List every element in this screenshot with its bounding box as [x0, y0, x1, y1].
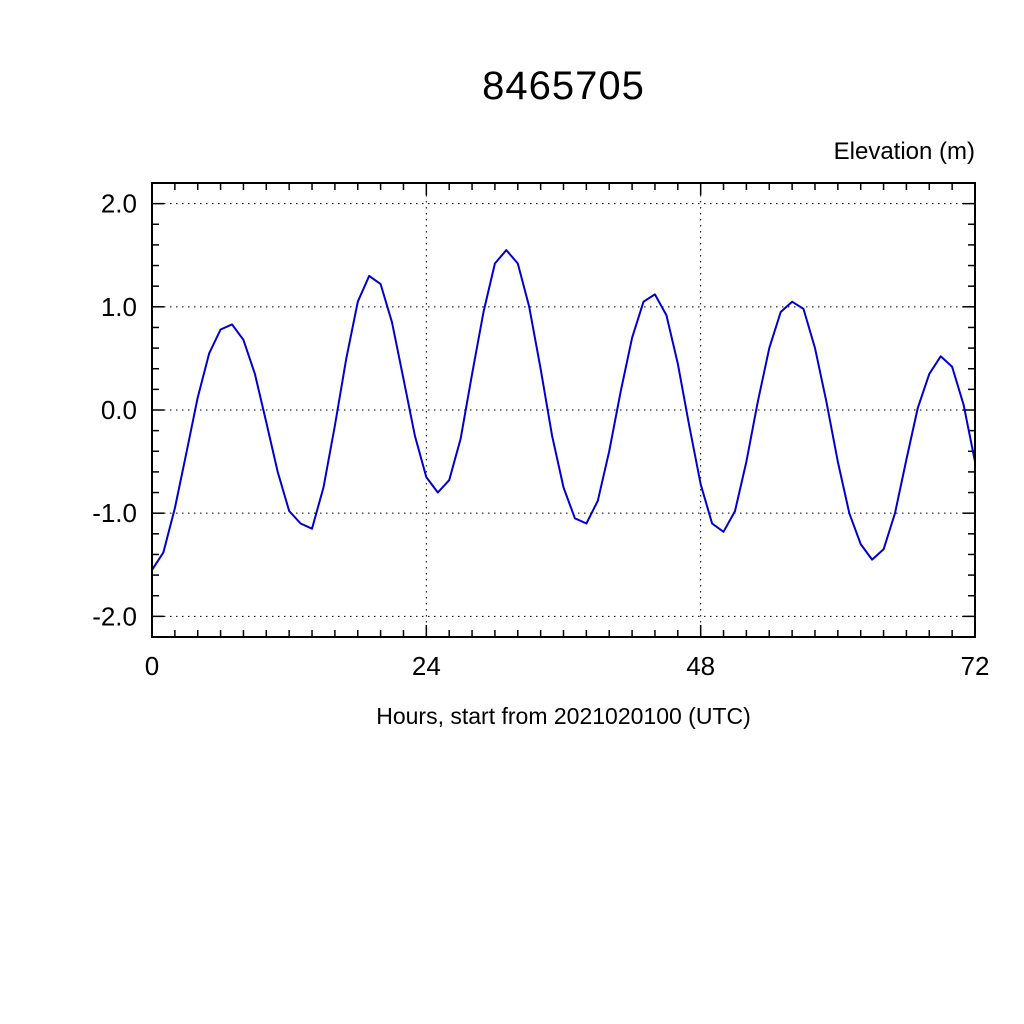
- plot-frame: [151, 182, 976, 638]
- y-tick-label: 1.0: [101, 292, 137, 322]
- x-tick-label: 72: [961, 651, 990, 681]
- y-tick-label: -2.0: [92, 601, 137, 631]
- y-tick-label: 2.0: [101, 189, 137, 219]
- x-tick-label: 0: [145, 651, 159, 681]
- y-tick-label: 0.0: [101, 395, 137, 425]
- x-tick-label: 48: [686, 651, 715, 681]
- y-axis-title: Elevation (m): [833, 138, 975, 165]
- elevation-line: [151, 249, 976, 571]
- x-tick-label: 24: [412, 651, 441, 681]
- chart-title: 8465705: [482, 64, 645, 108]
- y-tick-label: -1.0: [92, 498, 137, 528]
- x-axis-title: Hours, start from 2021020100 (UTC): [376, 703, 751, 729]
